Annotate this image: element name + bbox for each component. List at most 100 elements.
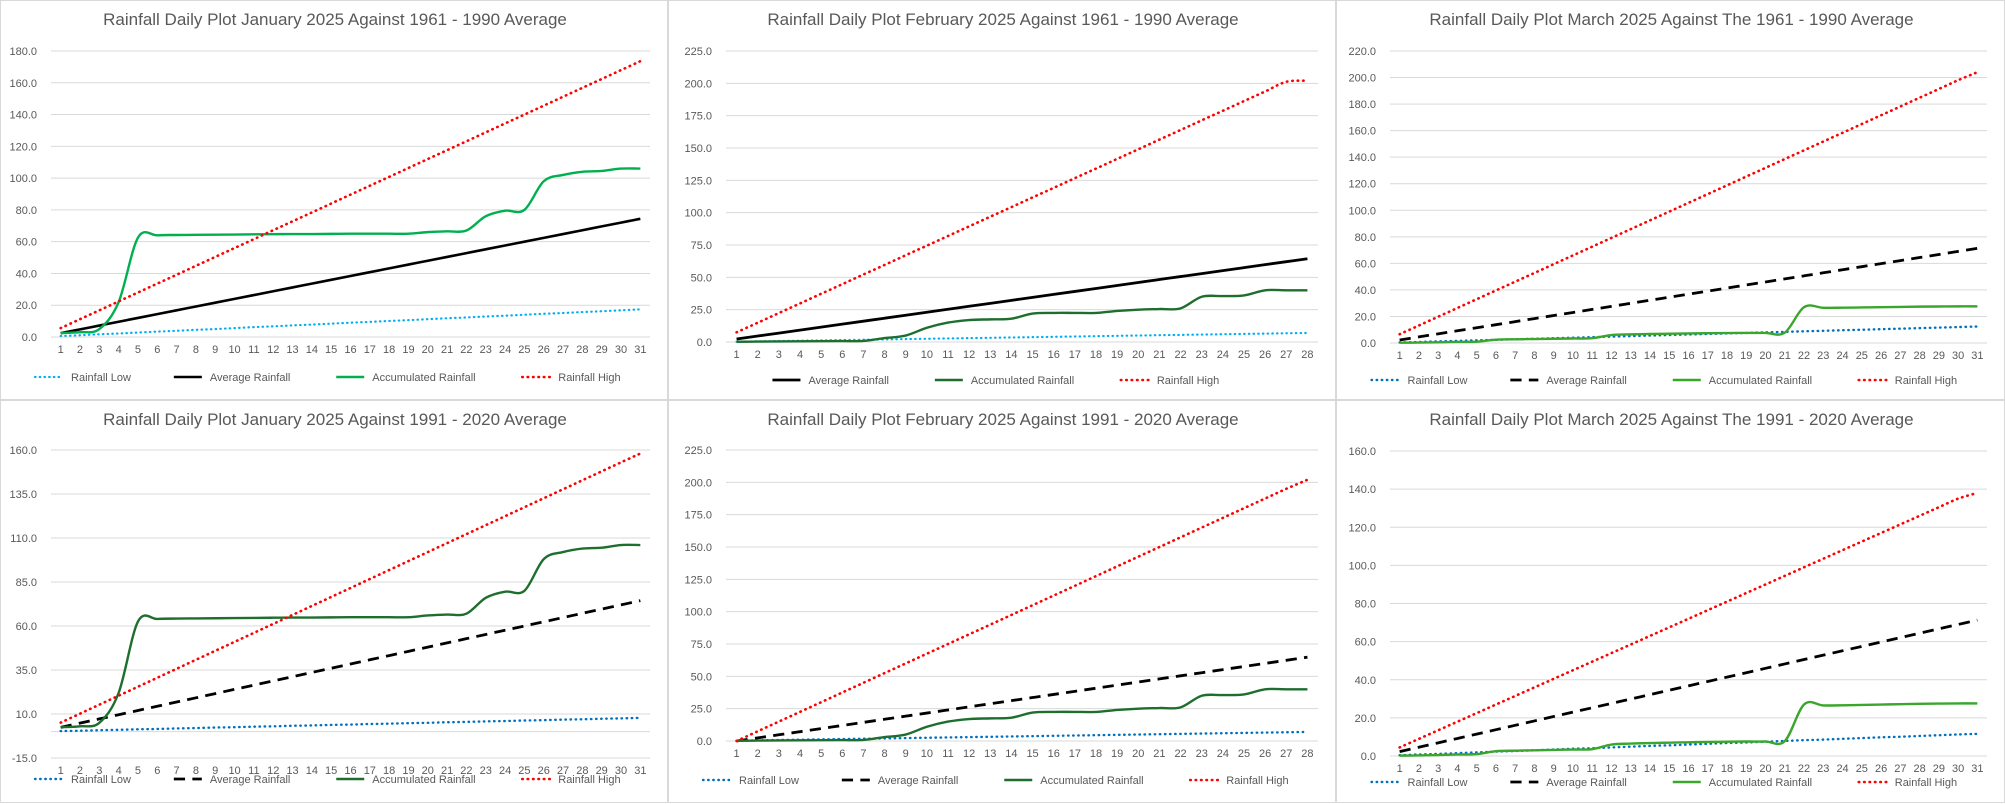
x-tick-label: 20 — [422, 765, 434, 777]
x-tick-label: 15 — [325, 344, 337, 356]
legend-label: Accumulated Rainfall — [372, 774, 475, 786]
series-lines — [59, 59, 642, 338]
x-tick-label: 27 — [557, 765, 569, 777]
x-tick-label: 19 — [1111, 349, 1123, 361]
x-tick-label: 28 — [1301, 748, 1313, 760]
x-tick-label: 22 — [1174, 748, 1186, 760]
gridlines — [51, 449, 650, 759]
y-tick-label: -15.0 — [12, 753, 37, 765]
series-line-accumulated-rainfall — [60, 543, 641, 729]
series-lines — [59, 452, 642, 733]
x-tick-label: 13 — [286, 344, 298, 356]
x-tick-label: 31 — [1971, 350, 1983, 362]
y-tick-label: 125.0 — [684, 574, 712, 586]
x-tick-label: 17 — [364, 344, 376, 356]
x-tick-label: 26 — [538, 765, 550, 777]
y-tick-label: 175.0 — [684, 510, 712, 522]
y-tick-label: 200.0 — [1348, 73, 1376, 85]
x-tick-label: 26 — [1259, 748, 1271, 760]
y-axis-ticks: 0.0 25.0 50.0 75.0 100.0 125.0 150.0 175.0 200.0… — [684, 46, 712, 349]
x-tick-label: 3 — [96, 344, 102, 356]
y-tick-label: 25.0 — [691, 704, 712, 716]
x-tick-label: 3 — [1435, 763, 1441, 775]
x-tick-label: 23 — [480, 765, 492, 777]
x-tick-label: 24 — [499, 344, 511, 356]
x-tick-label: 13 — [1625, 763, 1637, 775]
x-tick-label: 26 — [1259, 349, 1271, 361]
legend-label: Average Rainfall — [1546, 777, 1627, 789]
chart-svg-jan-1961-1990: Rainfall Daily Plot January 2025 Against… — [9, 10, 650, 384]
x-tick-label: 26 — [1875, 350, 1887, 362]
x-tick-label: 7 — [1512, 763, 1518, 775]
x-tick-label: 9 — [903, 748, 909, 760]
y-tick-label: 20.0 — [1355, 311, 1376, 323]
x-axis-ticks: 1 2 3 4 5 6 7 8 9 10 11 12 13 14 15 16 17 18 19 20 21 22 23 24 2… — [1397, 350, 1984, 362]
series-line-accumulated-rainfall — [736, 288, 1308, 343]
y-tick-label: 225.0 — [684, 46, 712, 58]
x-tick-label: 8 — [1531, 763, 1537, 775]
x-tick-label: 10 — [228, 765, 240, 777]
x-tick-label: 14 — [1644, 763, 1656, 775]
x-tick-label: 19 — [402, 344, 414, 356]
y-tick-label: 60.0 — [16, 237, 37, 249]
y-tick-label: 80.0 — [1355, 232, 1376, 244]
x-tick-label: 22 — [460, 765, 472, 777]
chart-svg-feb-1991-2020: Rainfall Daily Plot February 2025 Agains… — [684, 410, 1318, 787]
legend-label: Accumulated Rainfall — [372, 372, 475, 384]
x-tick-label: 30 — [615, 344, 627, 356]
legend-label: Average Rainfall — [210, 774, 291, 786]
legend: Rainfall Low Average Rainfall Accumulated … — [33, 774, 621, 786]
x-tick-label: 6 — [154, 765, 160, 777]
x-tick-label: 15 — [1663, 763, 1675, 775]
x-tick-label: 31 — [634, 344, 646, 356]
x-tick-label: 13 — [984, 349, 996, 361]
x-tick-label: 6 — [1493, 763, 1499, 775]
x-tick-label: 5 — [135, 765, 141, 777]
x-tick-label: 5 — [135, 344, 141, 356]
x-tick-label: 17 — [1702, 350, 1714, 362]
y-tick-label: 220.0 — [1348, 46, 1376, 58]
x-tick-label: 8 — [882, 349, 888, 361]
x-tick-label: 2 — [77, 344, 83, 356]
x-tick-label: 11 — [1586, 350, 1597, 362]
x-tick-label: 5 — [1474, 350, 1480, 362]
x-tick-label: 18 — [1721, 350, 1733, 362]
y-tick-label: 100.0 — [1348, 560, 1376, 572]
x-tick-label: 11 — [942, 748, 953, 760]
x-tick-label: 29 — [1933, 763, 1945, 775]
x-tick-label: 1 — [734, 349, 740, 361]
x-axis-ticks: 1 2 3 4 5 6 7 8 9 10 11 12 13 14 15 16 17 18 19 20 21 22 23 24 2… — [58, 765, 647, 777]
series-line-average-rainfall — [1399, 246, 1978, 342]
legend-label: Accumulated Rainfall — [971, 375, 1074, 387]
y-tick-label: 20.0 — [1355, 713, 1376, 725]
x-tick-label: 17 — [1069, 349, 1081, 361]
y-tick-label: 140.0 — [1348, 484, 1376, 496]
x-tick-label: 24 — [1217, 748, 1229, 760]
y-tick-label: 0.0 — [697, 337, 712, 349]
x-tick-label: 8 — [193, 344, 199, 356]
x-tick-label: 7 — [1512, 350, 1518, 362]
legend-label: Rainfall High — [1157, 375, 1219, 387]
x-tick-label: 3 — [776, 349, 782, 361]
y-tick-label: 160.0 — [9, 78, 37, 90]
y-tick-label: 0.0 — [22, 332, 37, 344]
y-tick-label: 225.0 — [684, 445, 712, 457]
y-tick-label: 60.0 — [1355, 637, 1376, 649]
legend-label: Rainfall Low — [71, 372, 131, 384]
x-tick-label: 10 — [1567, 350, 1579, 362]
x-tick-label: 17 — [364, 765, 376, 777]
x-tick-label: 28 — [1913, 763, 1925, 775]
series-lines — [735, 79, 1309, 343]
x-tick-label: 7 — [174, 344, 180, 356]
x-tick-label: 12 — [963, 748, 975, 760]
x-tick-label: 1 — [1397, 350, 1403, 362]
series-lines — [1398, 491, 1979, 757]
x-tick-label: 14 — [306, 344, 318, 356]
x-tick-label: 5 — [818, 748, 824, 760]
y-tick-label: 160.0 — [9, 445, 37, 457]
x-tick-label: 15 — [1026, 349, 1038, 361]
x-tick-label: 28 — [1913, 350, 1925, 362]
y-tick-label: 0.0 — [697, 736, 712, 748]
x-tick-label: 25 — [1238, 349, 1250, 361]
